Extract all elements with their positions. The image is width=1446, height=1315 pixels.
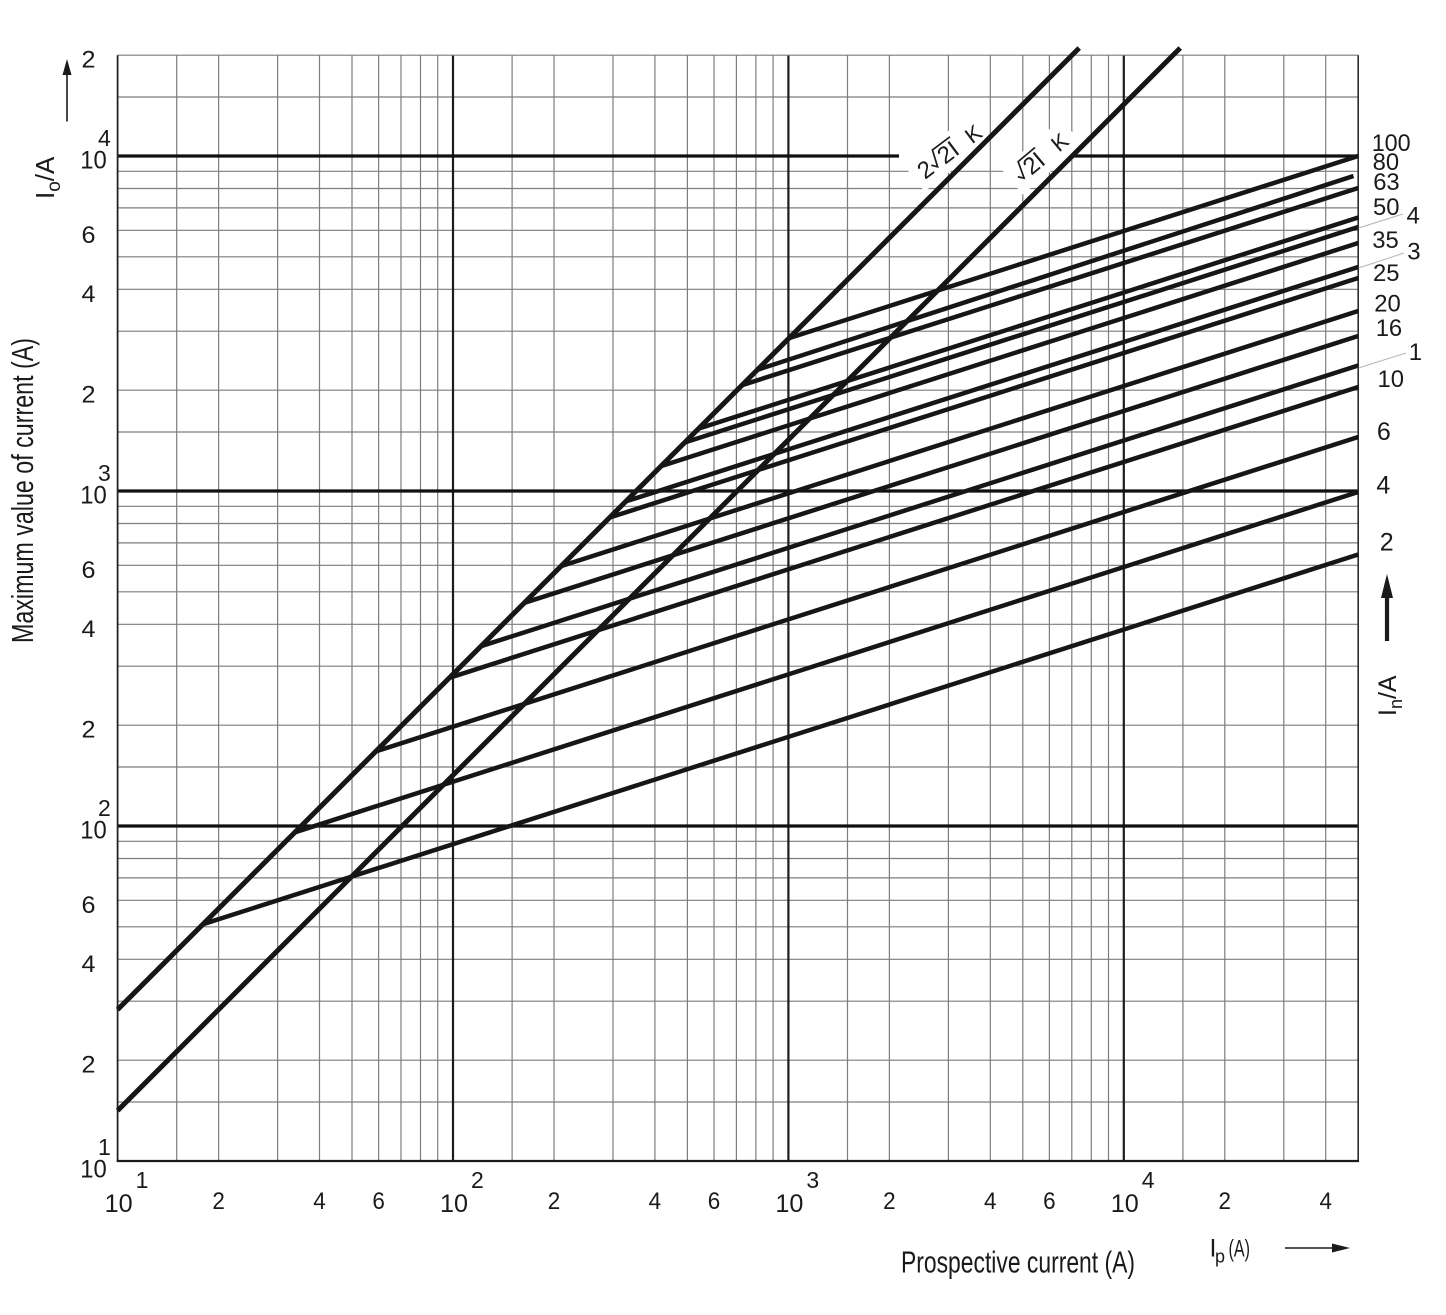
svg-text:3: 3 [1407, 239, 1420, 266]
svg-text:20: 20 [1374, 291, 1401, 318]
svg-text:1: 1 [136, 1167, 149, 1193]
svg-text:2: 2 [82, 382, 96, 409]
svg-text:10: 10 [80, 817, 107, 845]
svg-text:2: 2 [82, 1052, 96, 1079]
svg-text:(A): (A) [1229, 1236, 1251, 1263]
svg-text:6: 6 [1043, 1188, 1056, 1215]
svg-text:3: 3 [98, 460, 111, 486]
svg-text:4: 4 [649, 1188, 662, 1215]
svg-text:1: 1 [1409, 339, 1422, 366]
svg-text:6: 6 [82, 222, 96, 249]
svg-text:35: 35 [1372, 227, 1399, 254]
svg-text:100: 100 [1372, 130, 1411, 157]
svg-text:6: 6 [372, 1188, 385, 1215]
svg-text:63: 63 [1373, 169, 1400, 196]
svg-text:2: 2 [82, 717, 96, 744]
svg-text:4: 4 [313, 1188, 326, 1215]
svg-text:80: 80 [1373, 149, 1400, 176]
svg-text:2: 2 [471, 1167, 484, 1193]
svg-text:p: p [1215, 1247, 1225, 1267]
svg-text:10: 10 [1378, 366, 1405, 393]
svg-text:2: 2 [212, 1188, 225, 1215]
svg-text:10: 10 [80, 1156, 107, 1184]
svg-text:4: 4 [984, 1188, 997, 1215]
svg-text:1: 1 [98, 1134, 111, 1160]
svg-text:25: 25 [1373, 260, 1400, 287]
svg-text:6: 6 [708, 1188, 721, 1215]
svg-text:In/A: In/A [1374, 675, 1406, 716]
svg-text:10: 10 [1111, 1190, 1139, 1218]
svg-text:6: 6 [82, 557, 96, 584]
svg-text:I: I [1210, 1235, 1217, 1263]
svg-text:2: 2 [1380, 528, 1394, 556]
svg-text:4: 4 [1319, 1188, 1332, 1215]
svg-text:4: 4 [1142, 1167, 1155, 1193]
svg-text:10: 10 [775, 1190, 803, 1218]
svg-text:4: 4 [82, 281, 96, 308]
svg-text:6: 6 [1377, 418, 1391, 446]
svg-text:6: 6 [82, 892, 96, 919]
svg-text:10: 10 [80, 147, 107, 175]
svg-text:10: 10 [80, 482, 107, 510]
svg-text:Maximum value of current (A): Maximum value of current (A) [5, 338, 40, 643]
svg-text:10: 10 [440, 1190, 468, 1218]
svg-text:10: 10 [105, 1190, 133, 1218]
svg-text:2: 2 [883, 1188, 896, 1215]
svg-text:4: 4 [82, 951, 96, 978]
svg-text:4: 4 [1407, 203, 1420, 230]
svg-text:2: 2 [98, 795, 111, 821]
svg-text:2: 2 [1219, 1188, 1232, 1215]
svg-text:16: 16 [1376, 315, 1403, 342]
svg-text:4: 4 [82, 616, 96, 643]
svg-text:2: 2 [82, 47, 96, 74]
svg-text:2: 2 [548, 1188, 561, 1215]
svg-text:3: 3 [806, 1167, 819, 1193]
svg-text:4: 4 [1376, 472, 1390, 500]
svg-text:Prospective current (A): Prospective current (A) [901, 1245, 1135, 1280]
svg-text:4: 4 [98, 125, 111, 151]
svg-text:Io/A: Io/A [30, 156, 65, 199]
svg-text:50: 50 [1373, 194, 1400, 221]
